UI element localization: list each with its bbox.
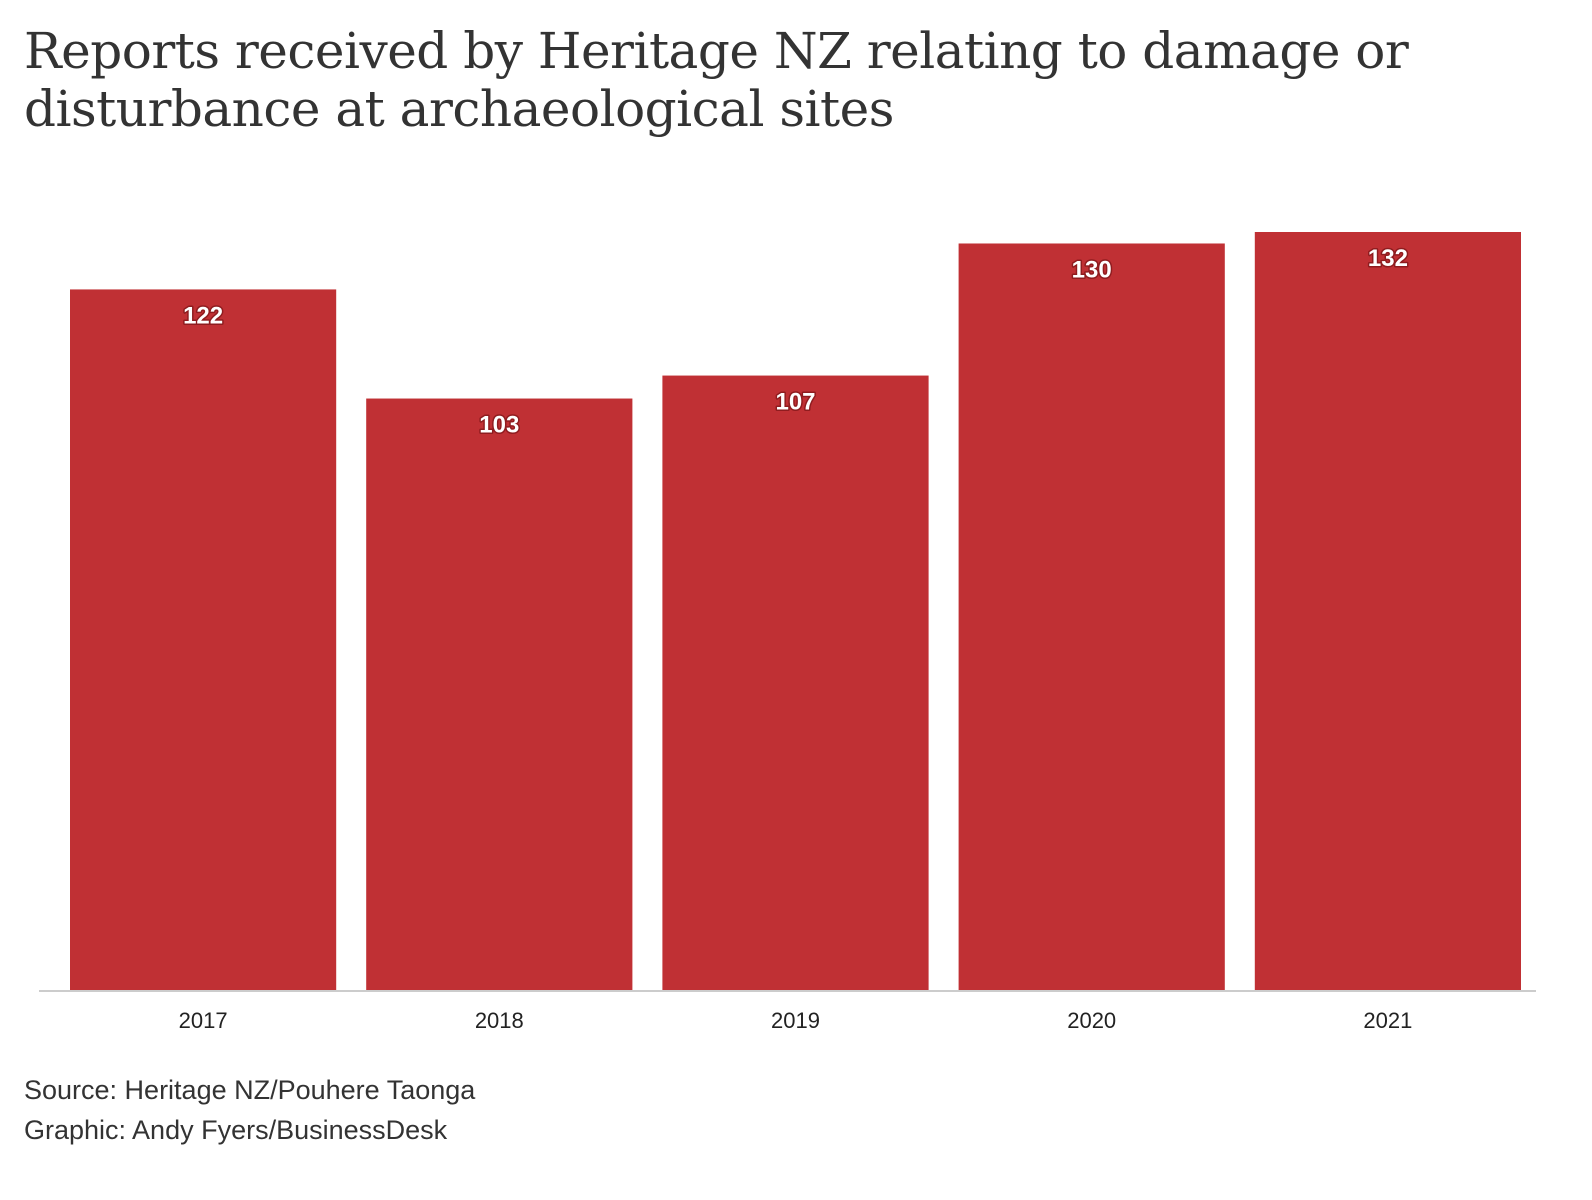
x-tick-2018: 2018 — [475, 1008, 524, 1033]
data-labels-group: 122 103 107 130 132 — [182, 244, 1410, 441]
data-label-2020: 130 — [1072, 256, 1112, 283]
credit-note: Graphic: Andy Fyers/BusinessDesk — [24, 1115, 448, 1145]
data-label-2018: 103 — [479, 412, 519, 439]
bar-2021 — [1254, 232, 1521, 990]
x-tick-2017: 2017 — [179, 1008, 228, 1033]
bars-group — [70, 232, 1521, 991]
bar-2017 — [70, 289, 337, 990]
bar-2020 — [958, 243, 1225, 990]
bar-2018 — [366, 398, 633, 991]
chart-title: Reports received by Heritage NZ relating… — [24, 22, 1409, 138]
x-axis-tick-labels: 2017 2018 2019 2020 2021 — [179, 1008, 1413, 1033]
x-tick-2020: 2020 — [1067, 1008, 1116, 1033]
bar-2019 — [662, 375, 929, 990]
bar-chart: 2017 2018 2019 2020 2021 122 103 107 130 132 — [39, 232, 1536, 1033]
x-tick-2019: 2019 — [771, 1008, 820, 1033]
source-note: Source: Heritage NZ/Pouhere Taonga — [24, 1075, 476, 1105]
data-label-2021: 132 — [1368, 245, 1408, 272]
x-tick-2021: 2021 — [1363, 1008, 1412, 1033]
data-label-2017: 122 — [183, 302, 223, 329]
chart-footer: Source: Heritage NZ/Pouhere Taonga Graph… — [24, 1070, 475, 1150]
data-label-2019: 107 — [775, 389, 815, 416]
